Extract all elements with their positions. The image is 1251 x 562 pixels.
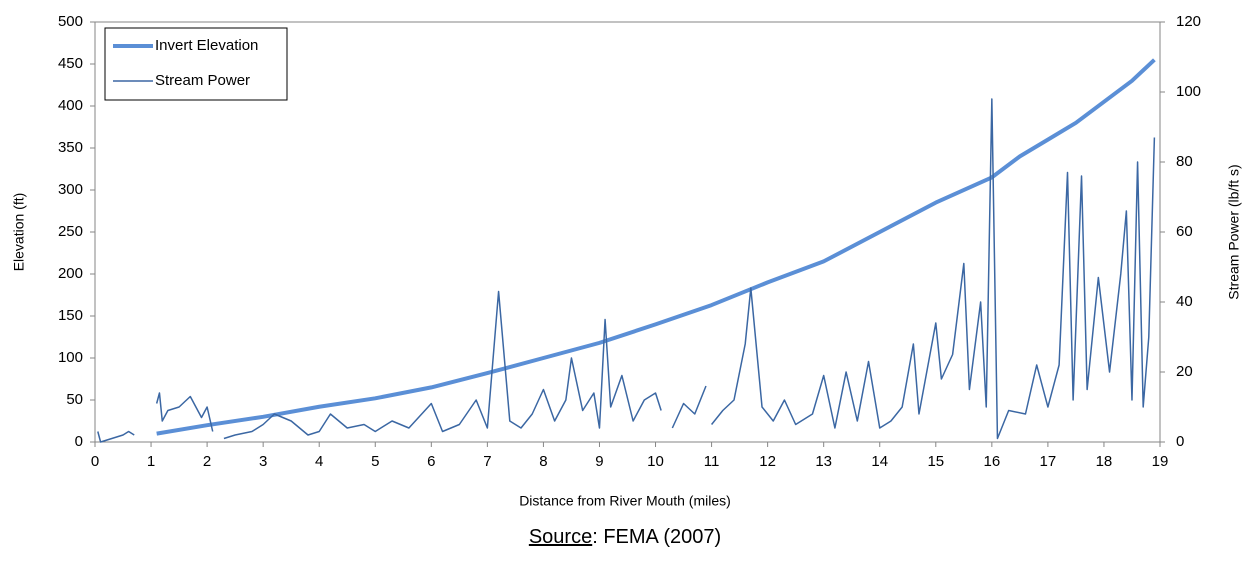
y2-tick-label: 0 <box>1176 433 1184 450</box>
x-tick-label: 2 <box>203 453 211 470</box>
y2-tick-label: 40 <box>1176 293 1193 310</box>
y-tick-label: 450 <box>58 55 83 72</box>
x-tick-label: 12 <box>759 453 776 470</box>
x-tick-label: 15 <box>927 453 944 470</box>
source: Source: FEMA (2007) <box>529 526 721 548</box>
x-axis-label: Distance from River Mouth (miles) <box>519 493 731 509</box>
y-tick-label: 50 <box>66 391 83 408</box>
legend-label: Invert Elevation <box>155 37 258 54</box>
y-tick-label: 500 <box>58 13 83 30</box>
y2-tick-label: 20 <box>1176 363 1193 380</box>
x-tick-label: 7 <box>483 453 491 470</box>
y2-tick-label: 80 <box>1176 153 1193 170</box>
y-tick-label: 400 <box>58 97 83 114</box>
x-tick-label: 5 <box>371 453 379 470</box>
x-tick-label: 17 <box>1040 453 1057 470</box>
y2-tick-label: 100 <box>1176 83 1201 100</box>
x-tick-label: 1 <box>147 453 155 470</box>
x-tick-label: 14 <box>871 453 888 470</box>
series-line <box>156 58 1156 436</box>
y-tick-label: 250 <box>58 223 83 240</box>
x-tick-label: 9 <box>595 453 603 470</box>
x-tick-label: 10 <box>647 453 664 470</box>
x-tick-label: 4 <box>315 453 323 470</box>
y-tick-label: 150 <box>58 307 83 324</box>
y-tick-label: 350 <box>58 139 83 156</box>
series-line <box>97 98 1156 443</box>
source-text: : FEMA (2007) <box>592 526 721 548</box>
y-tick-label: 300 <box>58 181 83 198</box>
legend-box <box>104 27 288 101</box>
x-tick-label: 18 <box>1096 453 1113 470</box>
x-tick-label: 16 <box>983 453 1000 470</box>
x-tick-label: 8 <box>539 453 547 470</box>
x-tick-label: 11 <box>704 453 720 470</box>
x-tick-label: 13 <box>815 453 832 470</box>
x-tick-label: 19 <box>1152 453 1169 470</box>
y2-tick-label: 120 <box>1176 13 1201 30</box>
legend-label: Stream Power <box>155 72 250 89</box>
y-tick-label: 100 <box>58 349 83 366</box>
y2-tick-label: 60 <box>1176 223 1193 240</box>
y2-axis-label: Stream Power (lb/ft s) <box>1226 164 1242 299</box>
x-tick-label: 0 <box>91 453 99 470</box>
x-tick-label: 3 <box>259 453 267 470</box>
y-axis-label: Elevation (ft) <box>11 193 27 272</box>
x-tick-label: 6 <box>427 453 435 470</box>
y-tick-label: 200 <box>58 265 83 282</box>
source-label: Source <box>529 526 592 548</box>
y-tick-label: 0 <box>75 433 83 450</box>
